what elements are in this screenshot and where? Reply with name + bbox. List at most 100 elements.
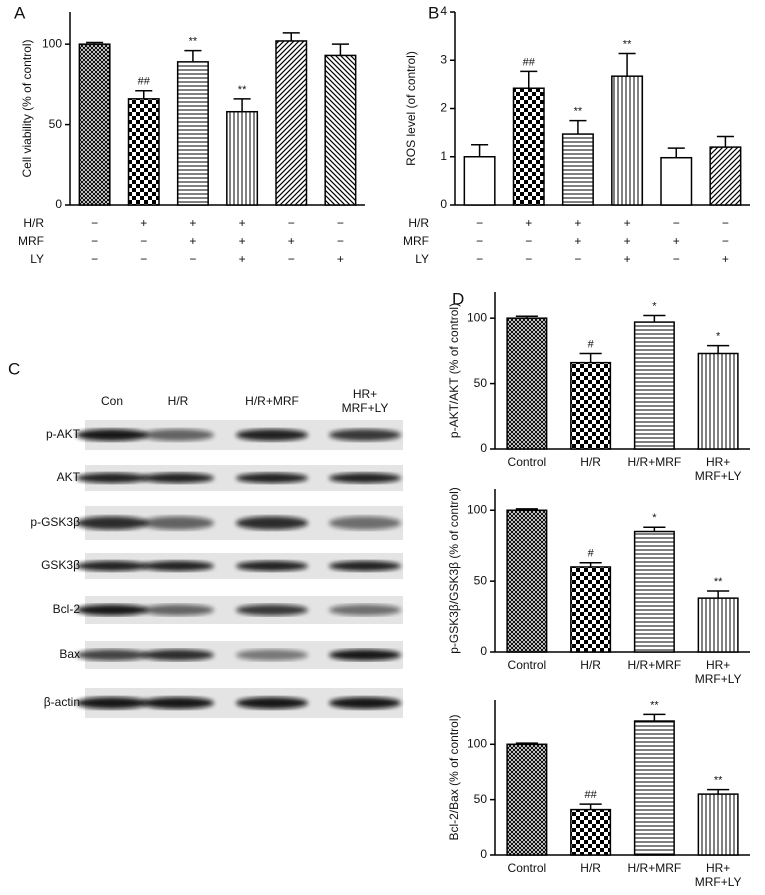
significance-mark: # [588,548,595,560]
band [236,472,308,484]
condition-sign: − [476,252,483,266]
condition-sign: + [288,234,295,248]
y-tick-label: 100 [42,36,62,50]
bar [697,597,739,653]
bar [506,509,548,653]
bar [570,361,612,450]
x-tick-label: H/R+MRF [628,455,682,469]
condition-sign: + [624,252,631,266]
y-tick-label: 3 [440,52,447,66]
y-axis-label: p-AKT/AKT (% of control) [447,303,461,438]
y-tick-label: 50 [49,117,63,131]
condition-name: LY [415,252,429,266]
x-tick-label: HR+ MRF+LY [695,455,742,483]
x-tick-label: HR+ MRF+LY [695,861,742,889]
condition-sign: + [624,216,631,230]
significance-mark: # [588,338,595,350]
lane-label: H/R [168,394,189,408]
bar [506,317,548,450]
condition-sign: − [722,234,729,248]
x-tick-label: H/R [580,658,601,672]
band [142,697,214,709]
bar [633,530,675,653]
bar [633,720,675,856]
y-tick-label: 0 [480,847,487,861]
bar [570,808,612,856]
band [236,604,308,616]
band [76,604,148,616]
bar [697,793,739,856]
condition-sign: − [91,234,98,248]
condition-sign: − [288,216,295,230]
condition-sign: − [288,252,295,266]
band [76,429,148,441]
band [76,697,148,709]
band [329,649,401,661]
x-tick-label: H/R [580,861,601,875]
y-tick-label: 0 [480,644,487,658]
y-tick-label: 100 [467,310,487,324]
band [142,472,214,484]
y-tick-label: 50 [474,573,488,587]
band [142,429,214,441]
protein-label: Bcl-2 [53,602,81,616]
y-tick-label: 100 [467,502,487,516]
protein-label: GSK3β [41,558,80,572]
significance-mark: ** [650,699,659,711]
condition-sign: + [189,234,196,248]
y-axis-label: ROS level (of control) [404,51,418,166]
band [76,472,148,484]
bar [324,54,357,206]
significance-mark: * [652,512,657,524]
y-axis-label: Bcl-2/Bax (% of control) [447,714,461,840]
band [236,697,308,709]
band [76,649,148,661]
bar [176,61,209,206]
condition-sign: − [140,234,147,248]
band [236,649,308,661]
protein-label: p-AKT [46,427,81,441]
significance-mark: ## [138,76,151,88]
band [142,649,214,661]
panel-label: C [8,359,20,378]
y-axis-label: p-GSK3β/GSK3β (% of control) [447,487,461,654]
x-tick-label: H/R+MRF [628,658,682,672]
x-tick-label: H/R [580,455,601,469]
condition-name: MRF [18,234,44,248]
condition-sign: − [189,252,196,266]
x-tick-label: Control [508,861,547,875]
significance-mark: ** [623,38,632,50]
bar [512,87,545,206]
y-tick-label: 2 [440,101,447,115]
condition-sign: − [337,234,344,248]
y-tick-label: 50 [474,792,488,806]
condition-sign: + [337,252,344,266]
band [236,516,308,530]
significance-mark: * [652,300,657,312]
significance-mark: ## [585,789,598,801]
condition-sign: + [239,252,246,266]
condition-sign: − [673,216,680,230]
condition-sign: − [476,234,483,248]
bar [463,156,496,206]
protein-label: β-actin [44,695,80,709]
condition-sign: + [239,234,246,248]
bar [226,110,259,206]
y-tick-label: 4 [440,4,447,18]
bar [275,40,308,206]
band [329,697,401,709]
y-tick-label: 1 [440,149,447,163]
condition-sign: + [574,234,581,248]
condition-sign: − [140,252,147,266]
x-tick-label: H/R+MRF [628,861,682,875]
band [329,429,401,441]
band [76,560,148,572]
condition-sign: + [140,216,147,230]
condition-sign: − [525,234,532,248]
y-tick-label: 0 [440,197,447,211]
y-tick-label: 0 [55,197,62,211]
y-tick-label: 100 [467,736,487,750]
band [329,516,401,530]
condition-sign: − [673,252,680,266]
